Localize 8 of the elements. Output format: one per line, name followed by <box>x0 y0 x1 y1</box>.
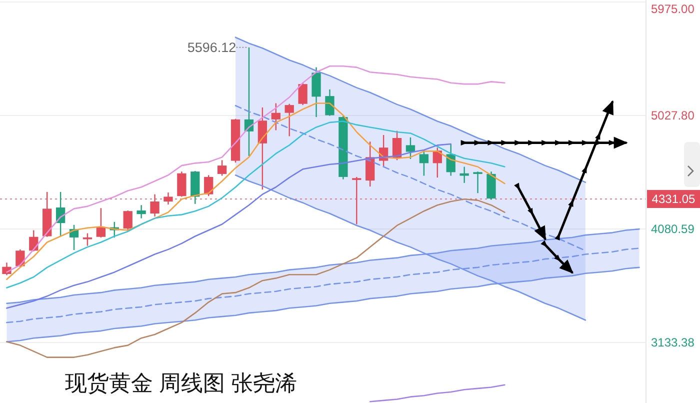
y-tick-label: 5027.80 <box>651 108 694 122</box>
y-tick-label: 3133.38 <box>651 336 694 350</box>
y-tick-label: 5975.00 <box>651 2 694 16</box>
y-tick-label: 4080.59 <box>651 222 694 236</box>
ref-line-label: 4331.05 <box>647 190 700 208</box>
ref-line-label: 4331.05 <box>652 192 696 206</box>
annotation: 5596.12 <box>187 40 236 55</box>
title: 现货黄金 周线图 张尧浠 <box>65 370 298 396</box>
